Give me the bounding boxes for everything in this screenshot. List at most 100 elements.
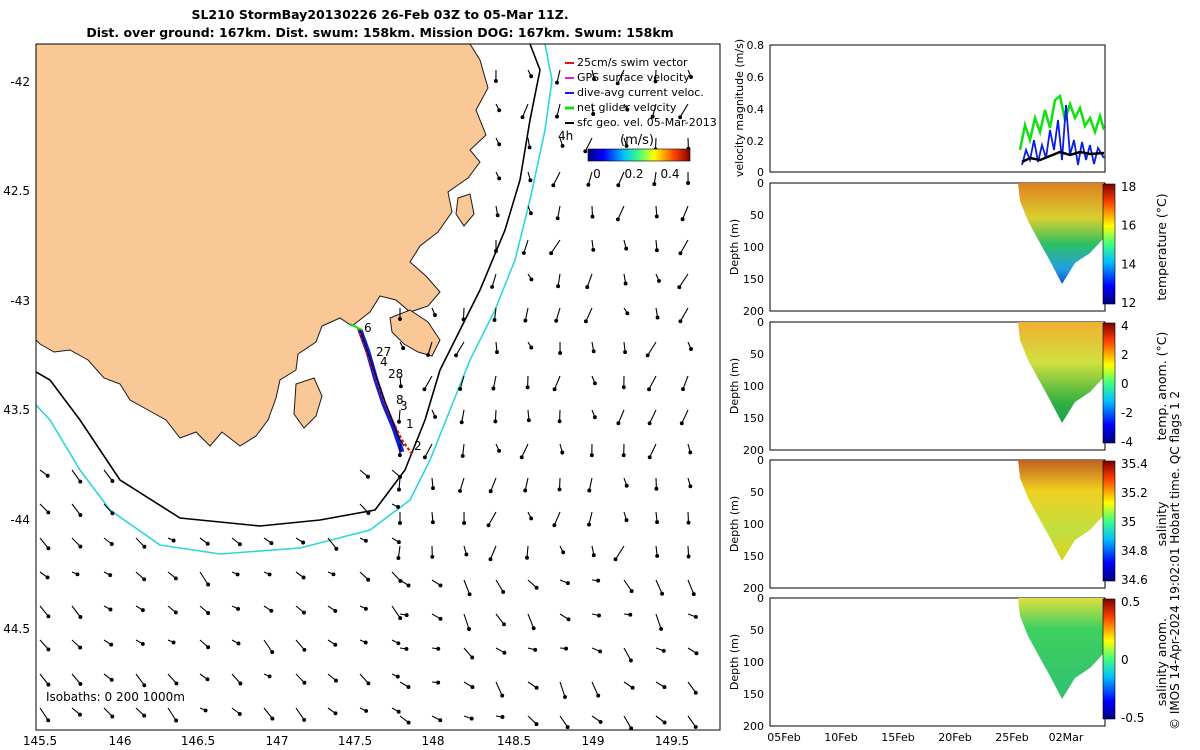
arrow-head: [662, 685, 667, 690]
arrow-head: [647, 421, 652, 426]
velocity-arrow: [103, 469, 113, 482]
velocity-arrow: [39, 605, 49, 617]
arrow-head: [142, 544, 147, 549]
velocity-arrow: [490, 477, 497, 492]
arrow-head: [566, 617, 571, 622]
velocity-panel: 0.8 0.6 0.4 0.2 0 velocity magnitude (m/…: [733, 39, 1106, 179]
arrow-head: [495, 213, 500, 218]
arrow-head: [142, 713, 147, 718]
arrow-head: [592, 415, 597, 420]
y-tick: 50: [750, 624, 764, 637]
arrow-head: [691, 592, 696, 597]
velocity-arrow: [687, 715, 697, 728]
velocity-arrow: [649, 409, 657, 424]
arrow-head: [689, 75, 693, 79]
arrow-head: [301, 575, 306, 580]
velocity-arrow: [554, 375, 561, 390]
colorbar-tick: 18: [1121, 180, 1136, 194]
arrow-head: [401, 346, 406, 351]
velocity-arrow: [71, 537, 81, 547]
arrow-head: [404, 613, 409, 618]
arrow-head: [269, 541, 274, 546]
section-fill: [1018, 460, 1104, 561]
arrow-head: [523, 488, 528, 493]
arrow-head: [590, 214, 595, 219]
velocity-arrow: [557, 273, 561, 287]
arrow-head: [490, 284, 495, 289]
velocity-arrow: [550, 239, 561, 254]
y-tick: 150: [743, 688, 764, 701]
day-label: 1: [406, 417, 414, 431]
arrow-head: [333, 642, 338, 647]
arrow-head: [460, 453, 465, 458]
arrow-head: [623, 281, 628, 286]
arrow-head: [396, 709, 401, 714]
arrow-head: [680, 217, 685, 222]
velocity-arrow: [586, 273, 593, 288]
velocity-arrow: [556, 103, 561, 117]
arrow-head: [396, 641, 401, 646]
velocity-arrow: [687, 681, 697, 694]
arrow-head: [334, 678, 338, 683]
tasman-peninsula: [389, 309, 441, 357]
x-tick: 148.5: [497, 734, 531, 748]
arrow-head: [422, 455, 427, 460]
colorbar-tick: 0.5: [1121, 595, 1140, 609]
y-tick: 50: [750, 209, 764, 222]
bruny-island: [293, 377, 323, 429]
velocity-arrow: [682, 205, 689, 220]
arrow-head: [678, 115, 683, 120]
arrow-head: [621, 453, 626, 458]
velocity-arrow: [527, 613, 535, 629]
arrow-head: [302, 717, 307, 722]
arrow-head: [500, 715, 505, 719]
legend-entry: sfc geo. vel. 05-Mar-2013: [565, 116, 717, 129]
arrow-head: [693, 690, 698, 695]
velocity-arrow: [103, 707, 113, 717]
arrow-head: [270, 716, 275, 721]
arrow-head: [597, 613, 601, 618]
arrow-head: [678, 319, 683, 324]
arrow-head: [677, 285, 682, 290]
arrow-head: [629, 589, 634, 594]
arrow-head: [108, 607, 113, 612]
arrow-head: [527, 145, 532, 150]
colorbar-tick: 0: [1121, 377, 1129, 391]
arrow-head: [46, 614, 51, 619]
arrow-head: [46, 510, 51, 515]
y-tick: 0.2: [747, 135, 765, 148]
arrow-head: [688, 450, 693, 455]
y-tick: 42.5: [3, 184, 30, 198]
x-tick: 149.5: [655, 734, 689, 748]
legend-label: 25cm/s swim vector: [577, 56, 688, 69]
arrow-head: [615, 81, 620, 86]
arrow-head: [678, 251, 683, 256]
arrow-head: [653, 79, 658, 84]
velocity-arrow: [459, 375, 465, 390]
arrow-head: [686, 554, 691, 559]
x-tick: 146: [109, 734, 132, 748]
arrow-head: [398, 474, 403, 479]
arrow-head: [659, 626, 664, 631]
arrow-head: [331, 572, 336, 577]
section-fill: [1018, 598, 1104, 699]
arrow-head: [470, 655, 475, 660]
credit-text: © IMOS 14-Apr-2024 19:02:01 Hobart time.…: [1168, 390, 1182, 730]
arrow-head: [655, 315, 660, 320]
y-tick: 100: [743, 656, 764, 669]
arrow-head: [206, 611, 211, 615]
arrow-head: [45, 575, 50, 580]
velocity-arrow: [231, 673, 241, 684]
arrow-head: [302, 610, 306, 615]
velocity-arrow: [526, 545, 529, 558]
x-tick: 05Feb: [767, 731, 800, 744]
arrow-head: [334, 546, 339, 551]
arrow-head: [78, 681, 83, 686]
velocity-arrow: [555, 307, 561, 321]
y-axis-label: velocity magnitude (m/s): [733, 39, 746, 177]
arrow-head: [171, 538, 176, 543]
arrow-head: [467, 592, 472, 597]
velocity-arrow: [493, 307, 497, 321]
arrow-head: [526, 418, 531, 423]
velocity-arrow: [527, 715, 537, 725]
